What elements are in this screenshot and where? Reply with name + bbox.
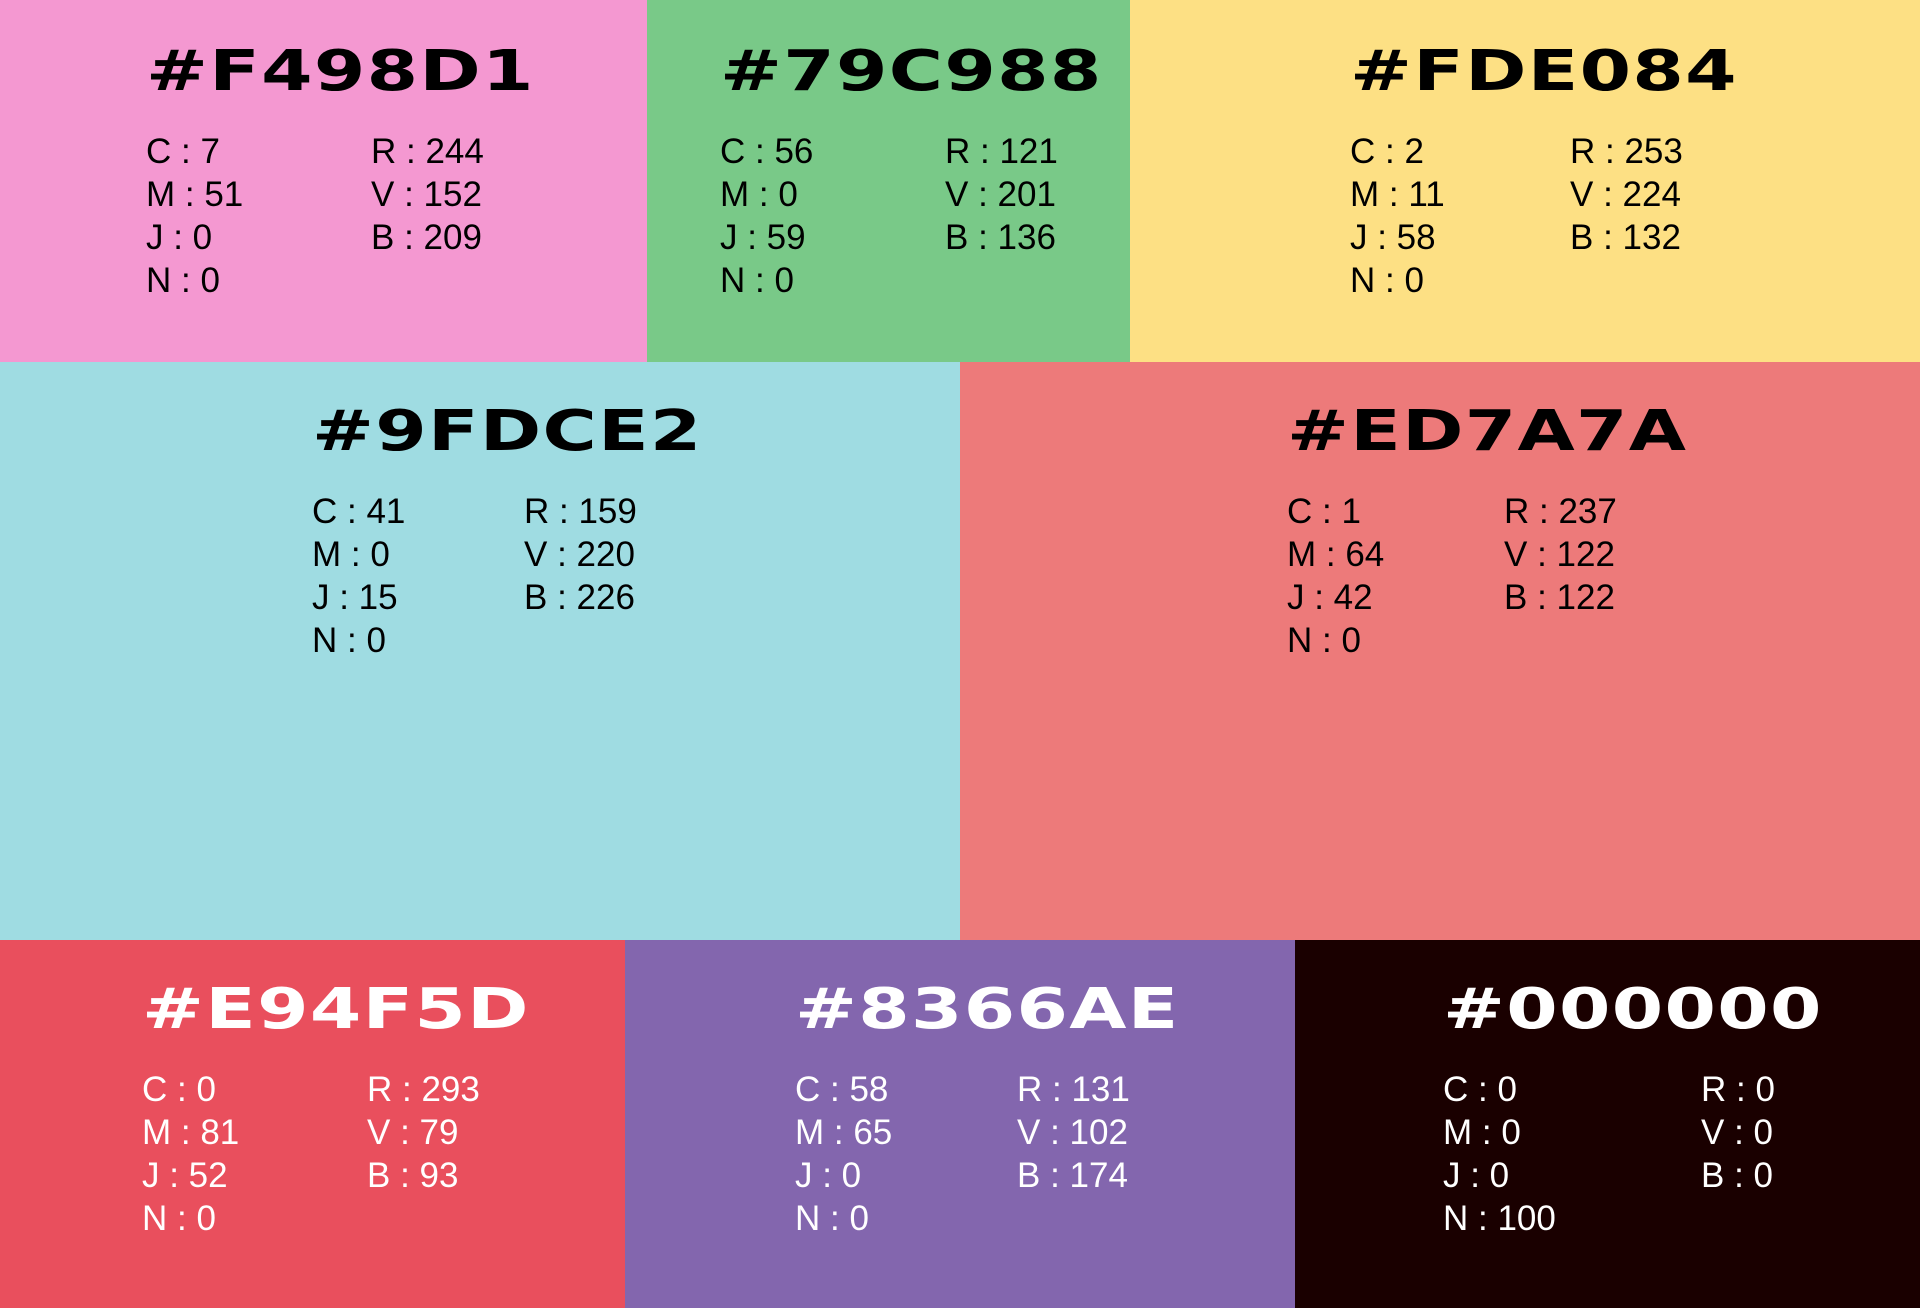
hex-code: #8366AE bbox=[795, 977, 1180, 1042]
rgb-v: V : 0 bbox=[1701, 1113, 1773, 1152]
hex-code: #E94F5D bbox=[142, 977, 530, 1042]
cmyk-n: N : 100 bbox=[1443, 1199, 1556, 1238]
cmyk-m: M : 0 bbox=[1443, 1113, 1521, 1152]
swatch-yellow: #FDE084 C : 2 R : 253 M : 11 V : 224 J :… bbox=[1130, 0, 1920, 362]
cmyk-n: N : 0 bbox=[1350, 261, 1424, 300]
cmyk-m: M : 51 bbox=[146, 175, 244, 214]
color-values: C : 0 R : 0 M : 0 V : 0 J : 0 B : 0 N : … bbox=[1443, 1068, 1775, 1240]
hex-code: #9FDCE2 bbox=[312, 399, 703, 464]
rgb-b: B : 93 bbox=[367, 1156, 459, 1195]
hex-code: #FDE084 bbox=[1350, 39, 1738, 104]
cmyk-j: J : 15 bbox=[312, 578, 398, 617]
cmyk-j: J : 58 bbox=[1350, 218, 1436, 257]
hex-code: #000000 bbox=[1443, 977, 1823, 1042]
cmyk-n: N : 0 bbox=[1287, 621, 1361, 660]
color-values: C : 7 R : 244 M : 51 V : 152 J : 0 B : 2… bbox=[146, 130, 484, 302]
cmyk-j: J : 59 bbox=[720, 218, 806, 257]
color-values: C : 2 R : 253 M : 11 V : 224 J : 58 B : … bbox=[1350, 130, 1683, 302]
swatch-pink: #F498D1 C : 7 R : 244 M : 51 V : 152 J :… bbox=[0, 0, 647, 362]
cmyk-n: N : 0 bbox=[142, 1199, 216, 1238]
swatch-content: #8366AE C : 58 R : 131 M : 65 V : 102 J … bbox=[795, 980, 1178, 1240]
cmyk-j: J : 0 bbox=[1443, 1156, 1510, 1195]
rgb-b: B : 209 bbox=[371, 218, 482, 257]
rgb-r: R : 237 bbox=[1504, 492, 1617, 531]
cmyk-j: J : 42 bbox=[1287, 578, 1373, 617]
hex-code: #ED7A7A bbox=[1287, 399, 1688, 464]
rgb-r: R : 131 bbox=[1017, 1070, 1130, 1109]
swatch-red: #E94F5D C : 0 R : 293 M : 81 V : 79 J : … bbox=[0, 940, 625, 1308]
rgb-v: V : 152 bbox=[371, 175, 482, 214]
rgb-v: V : 102 bbox=[1017, 1113, 1128, 1152]
color-values: C : 1 R : 237 M : 64 V : 122 J : 42 B : … bbox=[1287, 490, 1617, 662]
color-values: C : 58 R : 131 M : 65 V : 102 J : 0 B : … bbox=[795, 1068, 1130, 1240]
rgb-b: B : 132 bbox=[1570, 218, 1681, 257]
rgb-b: B : 136 bbox=[945, 218, 1056, 257]
swatch-light-blue: #9FDCE2 C : 41 R : 159 M : 0 V : 220 J :… bbox=[0, 362, 960, 940]
rgb-b: B : 122 bbox=[1504, 578, 1615, 617]
cmyk-c: C : 7 bbox=[146, 132, 220, 171]
cmyk-c: C : 1 bbox=[1287, 492, 1361, 531]
rgb-r: R : 121 bbox=[945, 132, 1058, 171]
cmyk-m: M : 81 bbox=[142, 1113, 240, 1152]
cmyk-c: C : 0 bbox=[142, 1070, 216, 1109]
rgb-v: V : 224 bbox=[1570, 175, 1681, 214]
rgb-v: V : 220 bbox=[524, 535, 635, 574]
hex-code: #79C988 bbox=[720, 39, 1103, 104]
color-values: C : 41 R : 159 M : 0 V : 220 J : 15 B : … bbox=[312, 490, 637, 662]
cmyk-m: M : 64 bbox=[1287, 535, 1385, 574]
hex-code: #F498D1 bbox=[146, 39, 535, 104]
rgb-v: V : 122 bbox=[1504, 535, 1615, 574]
swatch-content: #000000 C : 0 R : 0 M : 0 V : 0 J : 0 B … bbox=[1443, 980, 1821, 1240]
rgb-r: R : 253 bbox=[1570, 132, 1683, 171]
cmyk-c: C : 0 bbox=[1443, 1070, 1517, 1109]
rgb-b: B : 174 bbox=[1017, 1156, 1128, 1195]
cmyk-c: C : 58 bbox=[795, 1070, 889, 1109]
cmyk-j: J : 0 bbox=[146, 218, 213, 257]
color-values: C : 0 R : 293 M : 81 V : 79 J : 52 B : 9… bbox=[142, 1068, 480, 1240]
cmyk-c: C : 2 bbox=[1350, 132, 1424, 171]
rgb-b: B : 226 bbox=[524, 578, 635, 617]
cmyk-m: M : 0 bbox=[720, 175, 798, 214]
swatch-salmon: #ED7A7A C : 1 R : 237 M : 64 V : 122 J :… bbox=[960, 362, 1920, 940]
swatch-content: #ED7A7A C : 1 R : 237 M : 64 V : 122 J :… bbox=[1287, 402, 1686, 662]
cmyk-n: N : 0 bbox=[720, 261, 794, 300]
cmyk-m: M : 0 bbox=[312, 535, 390, 574]
swatch-content: #9FDCE2 C : 41 R : 159 M : 0 V : 220 J :… bbox=[312, 402, 701, 662]
rgb-r: R : 159 bbox=[524, 492, 637, 531]
cmyk-c: C : 56 bbox=[720, 132, 814, 171]
rgb-v: V : 79 bbox=[367, 1113, 459, 1152]
swatch-content: #79C988 C : 56 R : 121 M : 0 V : 201 J :… bbox=[720, 42, 1101, 302]
rgb-v: V : 201 bbox=[945, 175, 1056, 214]
swatch-purple: #8366AE C : 58 R : 131 M : 65 V : 102 J … bbox=[625, 940, 1295, 1308]
rgb-r: R : 0 bbox=[1701, 1070, 1775, 1109]
rgb-r: R : 293 bbox=[367, 1070, 480, 1109]
swatch-black: #000000 C : 0 R : 0 M : 0 V : 0 J : 0 B … bbox=[1295, 940, 1920, 1308]
cmyk-c: C : 41 bbox=[312, 492, 406, 531]
cmyk-n: N : 0 bbox=[146, 261, 220, 300]
color-values: C : 56 R : 121 M : 0 V : 201 J : 59 B : … bbox=[720, 130, 1058, 302]
cmyk-j: J : 52 bbox=[142, 1156, 228, 1195]
cmyk-n: N : 0 bbox=[795, 1199, 869, 1238]
rgb-r: R : 244 bbox=[371, 132, 484, 171]
swatch-green: #79C988 C : 56 R : 121 M : 0 V : 201 J :… bbox=[647, 0, 1130, 362]
swatch-content: #FDE084 C : 2 R : 253 M : 11 V : 224 J :… bbox=[1350, 42, 1737, 302]
cmyk-n: N : 0 bbox=[312, 621, 386, 660]
cmyk-m: M : 11 bbox=[1350, 175, 1445, 214]
rgb-b: B : 0 bbox=[1701, 1156, 1773, 1195]
cmyk-m: M : 65 bbox=[795, 1113, 893, 1152]
swatch-content: #E94F5D C : 0 R : 293 M : 81 V : 79 J : … bbox=[142, 980, 529, 1240]
swatch-content: #F498D1 C : 7 R : 244 M : 51 V : 152 J :… bbox=[146, 42, 533, 302]
cmyk-j: J : 0 bbox=[795, 1156, 862, 1195]
